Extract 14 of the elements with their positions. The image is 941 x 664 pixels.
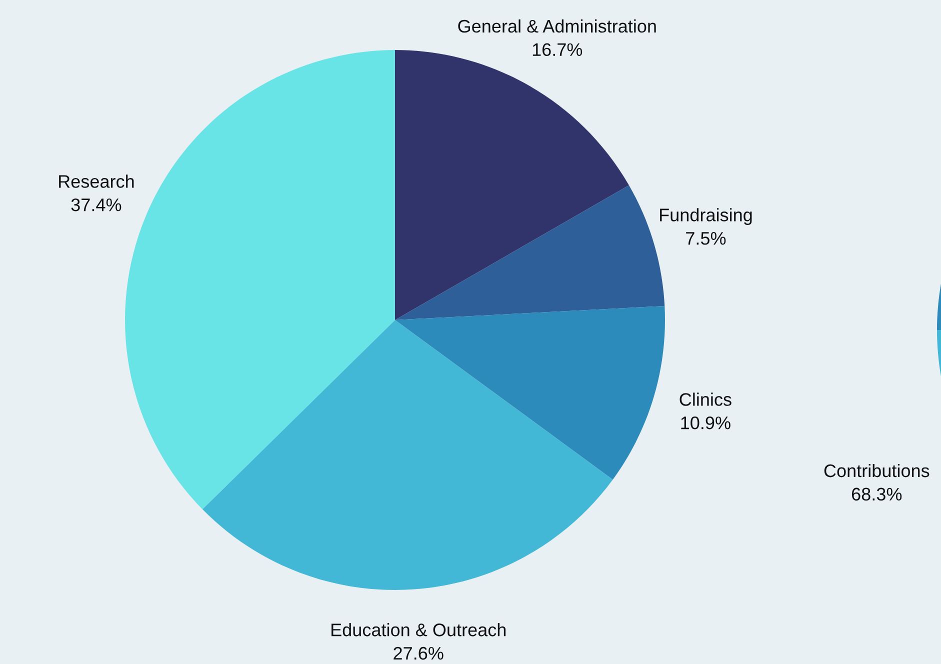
data-label: 27.6% [394, 646, 444, 660]
data-label: 10.9% [681, 416, 730, 430]
data-label: 7.5% [686, 232, 726, 245]
slice-label: General & Administration [458, 19, 656, 33]
slice-label: Contributions [824, 464, 930, 478]
data-label: 16.7% [532, 43, 582, 56]
pie-slice [395, 306, 665, 480]
data-label: 37.4% [71, 198, 122, 212]
slice-label: Clinics [680, 392, 732, 406]
slice-label: Research [59, 174, 134, 188]
data-label: 68.3% [852, 488, 902, 501]
pie-slice [202, 320, 613, 590]
slice-label: Fundraising [660, 208, 752, 225]
slice-label: Education & Outreach [332, 623, 506, 636]
